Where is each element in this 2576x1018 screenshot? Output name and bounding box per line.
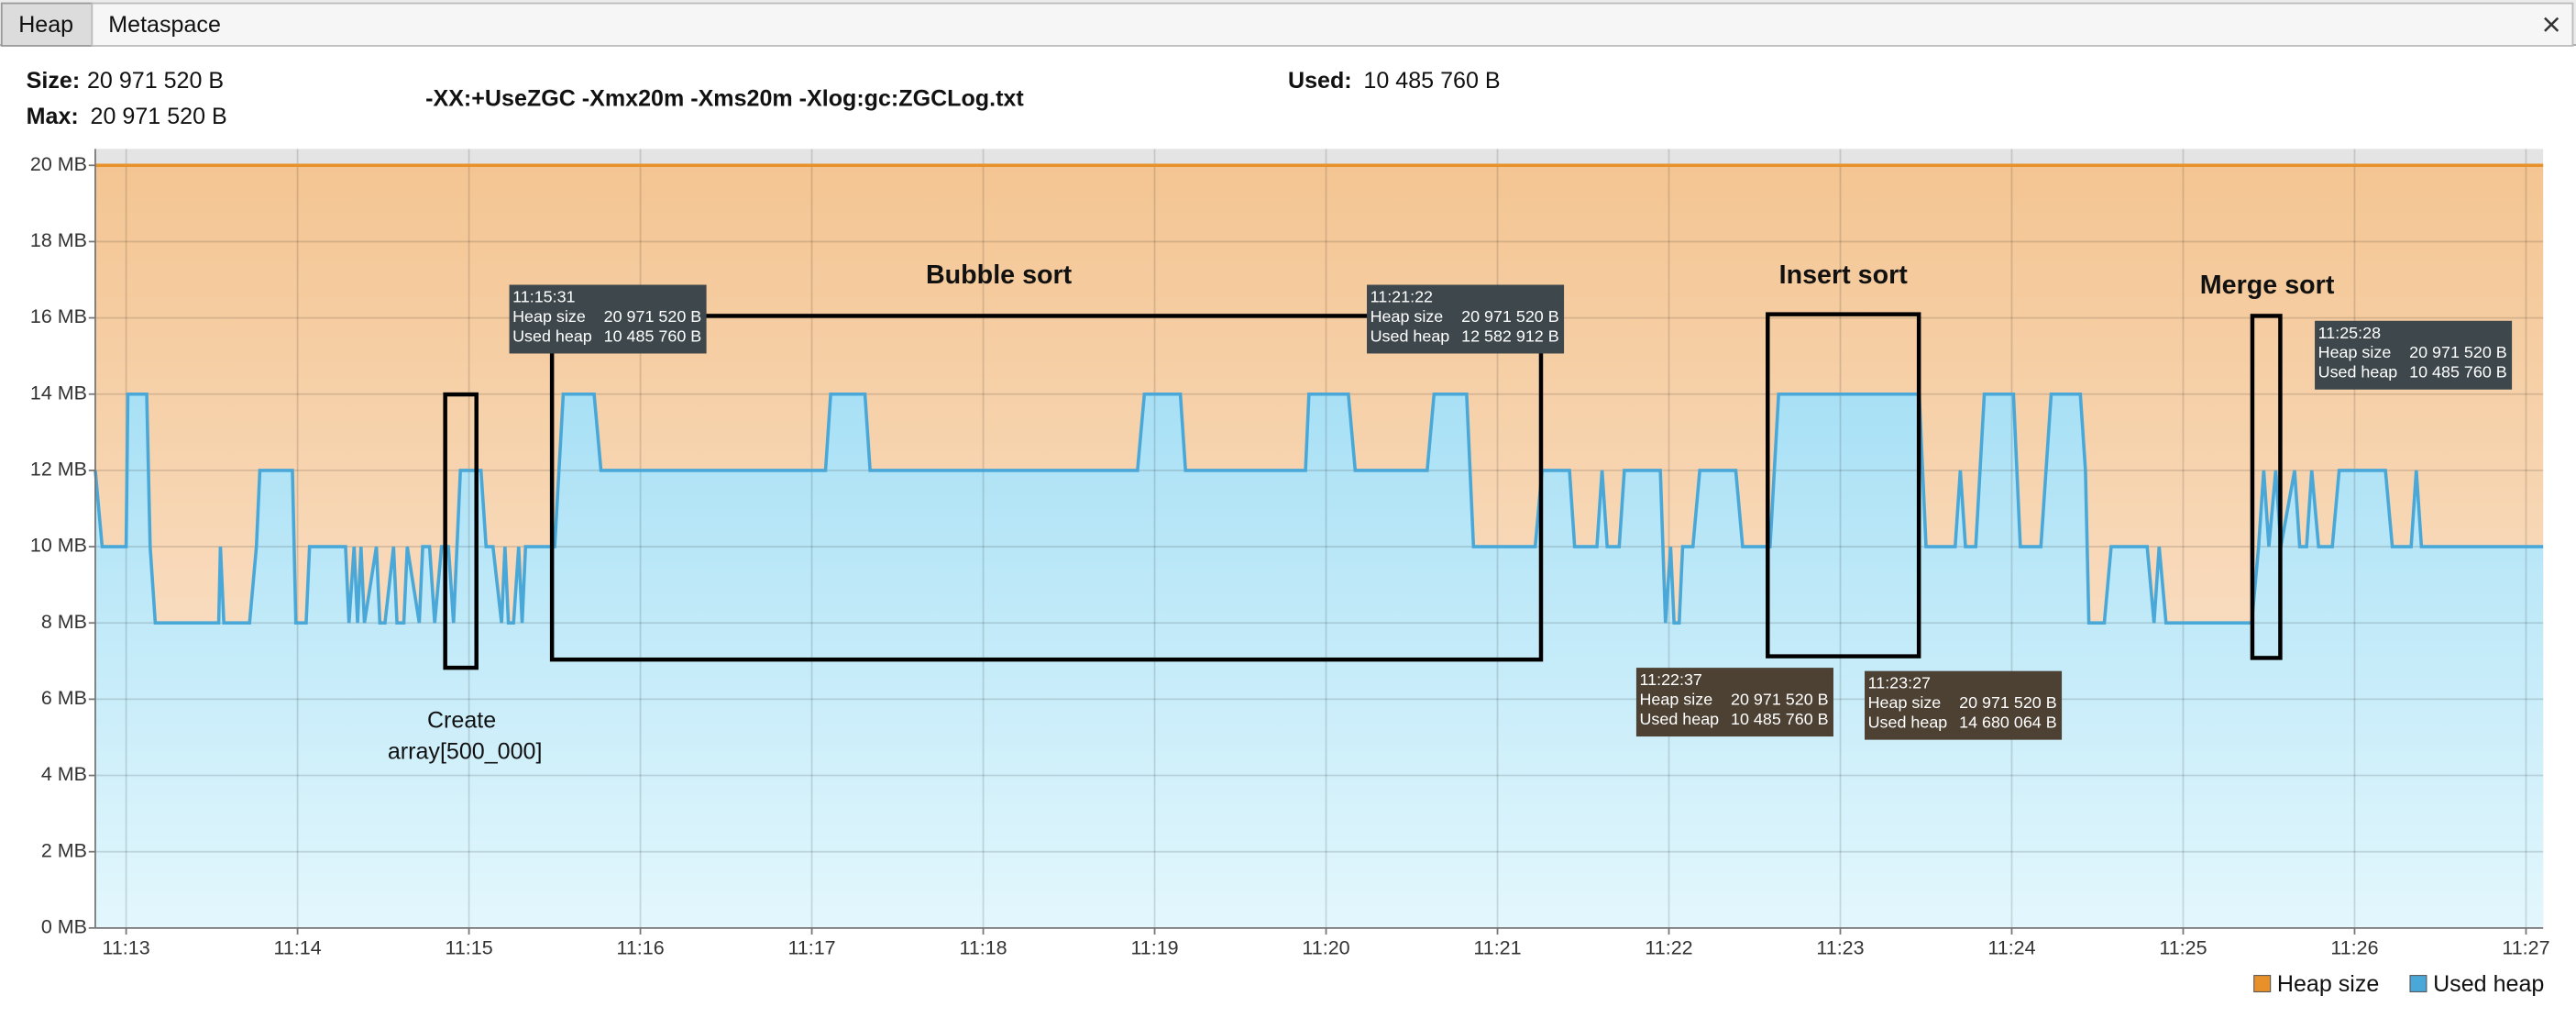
legend-label: Used heap	[2433, 971, 2544, 997]
tab[interactable]	[91, 2, 2574, 47]
y-tick-label: 6 MB	[41, 687, 87, 709]
x-tick-label: 11:26	[2330, 937, 2378, 959]
tab-label[interactable]: Heap	[18, 12, 73, 38]
tooltip	[509, 284, 707, 354]
size-label: Size:	[27, 68, 81, 94]
tooltip-name: Heap size	[1371, 307, 1444, 326]
y-tick-label: 20 MB	[30, 153, 87, 175]
tooltip-time: 11:22:37	[1640, 670, 1702, 689]
tooltip-name: Used heap	[2318, 363, 2398, 382]
tooltip	[1635, 668, 1833, 737]
y-tick-label: 0 MB	[41, 916, 87, 938]
tooltip	[2315, 320, 2513, 390]
legend-label: Heap size	[2277, 971, 2379, 997]
close-button[interactable]	[2544, 17, 2559, 32]
used-value: 10 485 760 B	[1363, 68, 1500, 94]
annotation: Insert sort	[1779, 260, 1909, 290]
tooltip-time: 11:15:31	[512, 288, 575, 306]
jvm-command: -XX:+UseZGC -Xmx20m -Xms20m -Xlog:gc:ZGC…	[425, 86, 1024, 112]
annotation: array[500_000]	[388, 739, 543, 765]
annotation-box	[1766, 312, 1921, 658]
series-line	[94, 392, 2544, 625]
y-tick-label: 12 MB	[30, 459, 87, 481]
tooltip-value: 20 971 520 B	[1959, 693, 2057, 712]
max-value: 20 971 520 B	[91, 104, 227, 129]
y-tick-label: 16 MB	[30, 305, 87, 327]
tooltip-value: 20 971 520 B	[1461, 307, 1559, 326]
y-tick-label: 18 MB	[30, 229, 87, 251]
x-tick-label: 11:20	[1302, 937, 1349, 959]
tooltip-name: Used heap	[1868, 714, 1948, 732]
y-tick-label: 8 MB	[41, 611, 87, 633]
tooltip-value: 12 582 912 B	[1461, 326, 1559, 345]
size-value: 20 971 520 B	[87, 68, 224, 94]
tooltip-value: 10 485 760 B	[2409, 363, 2507, 382]
x-tick-label: 11:15	[445, 937, 492, 959]
tooltip-value: 20 971 520 B	[1731, 691, 1829, 709]
tooltip	[1865, 670, 2063, 740]
tab-active[interactable]	[0, 2, 94, 47]
x-tick-label: 11:21	[1473, 937, 1521, 959]
y-tick-label: 14 MB	[30, 382, 87, 404]
tab-label[interactable]: Metaspace	[108, 12, 221, 38]
annotation: Create	[427, 708, 496, 734]
tooltip-time: 11:21:22	[1371, 288, 1433, 306]
tooltip-time: 11:25:28	[2318, 324, 2381, 342]
tooltip-name: Heap size	[512, 307, 586, 326]
annotation-box	[443, 392, 479, 670]
tooltip-name: Used heap	[512, 326, 592, 345]
x-tick-label: 11:18	[959, 937, 1007, 959]
tooltip-name: Heap size	[1868, 693, 1942, 712]
annotation-box	[549, 314, 1544, 662]
tooltip	[1367, 284, 1565, 354]
x-tick-label: 11:22	[1645, 937, 1692, 959]
tooltip-time: 11:23:27	[1868, 674, 1931, 692]
tooltip-name: Heap size	[2318, 343, 2392, 361]
tooltip-value: 20 971 520 B	[2409, 343, 2507, 361]
x-tick-label: 11:16	[616, 937, 664, 959]
x-tick-label: 11:14	[274, 937, 322, 959]
annotation-box	[2250, 314, 2283, 660]
x-tick-label: 11:17	[787, 937, 835, 959]
tooltip-value: 10 485 760 B	[1731, 710, 1829, 728]
legend-swatch	[2409, 975, 2427, 992]
tooltip-name: Used heap	[1371, 326, 1450, 345]
y-tick-label: 10 MB	[30, 535, 87, 557]
annotation: Merge sort	[2200, 271, 2335, 300]
used-label: Used:	[1288, 68, 1352, 94]
tooltip-value: 20 971 520 B	[604, 307, 702, 326]
y-tick-label: 4 MB	[41, 763, 87, 785]
legend-swatch	[2253, 975, 2272, 992]
x-tick-label: 11:13	[103, 937, 150, 959]
x-tick-label: 11:19	[1130, 937, 1178, 959]
x-tick-label: 11:27	[2502, 937, 2549, 959]
annotation: Bubble sort	[926, 260, 1073, 290]
tooltip-value: 14 680 064 B	[1959, 714, 2057, 732]
x-tick-label: 11:25	[2159, 937, 2207, 959]
x-tick-label: 11:23	[1816, 937, 1864, 959]
tooltip-value: 10 485 760 B	[604, 326, 702, 345]
tooltip-name: Heap size	[1640, 691, 1713, 709]
tooltip-name: Used heap	[1640, 710, 1720, 728]
max-label: Max:	[27, 104, 79, 129]
x-tick-label: 11:24	[1987, 937, 2035, 959]
y-tick-label: 2 MB	[41, 839, 87, 861]
